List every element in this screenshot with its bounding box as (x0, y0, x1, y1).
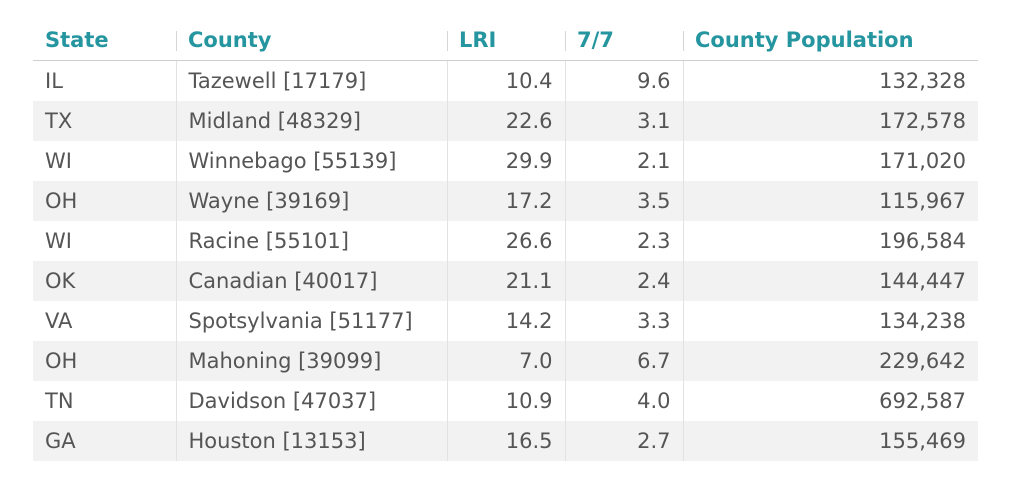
column-header: 7/7 (565, 20, 683, 61)
table-cell: 29.9 (446, 141, 565, 181)
table-cell: 3.3 (564, 301, 683, 341)
table-cell: 2.7 (564, 421, 683, 461)
table-cell: 10.9 (446, 381, 565, 421)
table-row: IL Tazewell [17179] 10.4 9.6 132,328 (33, 60, 978, 101)
table-cell: 17.2 (446, 181, 565, 221)
table-cell: 2.4 (564, 261, 683, 301)
column-header: State (33, 20, 176, 61)
table-cell: 229,642 (682, 341, 978, 381)
table-cell: Davidson [47037] (175, 381, 447, 421)
table-cell: Tazewell [17179] (175, 60, 447, 101)
table-cell: Racine [55101] (175, 221, 447, 261)
table-cell: Canadian [40017] (175, 261, 447, 301)
table-cell: Mahoning [39099] (175, 341, 447, 381)
table-cell: 22.6 (446, 101, 565, 141)
table-cell: 9.6 (564, 60, 683, 101)
table-cell: Midland [48329] (175, 101, 447, 141)
table-cell: 4.0 (564, 381, 683, 421)
table-cell: TX (33, 101, 176, 141)
table-row: OH Mahoning [39099] 7.0 6.7 229,642 (33, 341, 978, 381)
table-cell: Wayne [39169] (175, 181, 447, 221)
table-row: WI Winnebago [55139] 29.9 2.1 171,020 (33, 141, 978, 181)
table-cell: WI (45, 149, 72, 173)
table-cell: Houston [13153] (175, 421, 447, 461)
table-cell: 132,328 (682, 60, 978, 101)
table-cell: 3.1 (564, 101, 683, 141)
table-cell: OH (33, 181, 176, 221)
table-cell: OH (33, 341, 176, 381)
table-cell: Winnebago [55139] (175, 141, 447, 181)
table-cell: 26.6 (446, 221, 565, 261)
column-header: County Population (683, 20, 978, 61)
table-cell: 2.1 (564, 141, 683, 181)
column-header: County (176, 20, 447, 61)
table-cell: IL (45, 69, 63, 93)
table-cell: 10.4 (446, 60, 565, 101)
table-cell: 172,578 (682, 101, 978, 141)
table-cell: 115,967 (682, 181, 978, 221)
table-cell: VA (45, 309, 73, 333)
table-cell: GA (33, 421, 176, 461)
table-row: VA Spotsylvania [51177] 14.2 3.3 134,238 (33, 301, 978, 341)
table-row: OK Canadian [40017] 21.1 2.4 144,447 (33, 261, 978, 301)
table-cell: 692,587 (682, 381, 978, 421)
data-table: State County LRI 7/7 County Population IL Taz… (33, 20, 978, 461)
table-row: TN Davidson [47037] 10.9 4.0 692,587 (33, 381, 978, 421)
table-cell: 171,020 (682, 141, 978, 181)
table-cell: 196,584 (682, 221, 978, 261)
table-cell: 3.5 (564, 181, 683, 221)
table-body: IL Tazewell [17179] 10.4 9.6 132,328 TX Midlan… (33, 60, 978, 461)
table-cell: 144,447 (682, 261, 978, 301)
table-cell: WI (45, 229, 72, 253)
table-row: TX Midland [48329] 22.6 3.1 172,578 (33, 101, 978, 141)
table-cell: 134,238 (682, 301, 978, 341)
table-cell: 2.3 (564, 221, 683, 261)
table-cell: OK (33, 261, 176, 301)
table-row: WI Racine [55101] 26.6 2.3 196,584 (33, 221, 978, 261)
table-cell: 155,469 (682, 421, 978, 461)
table-cell: 7.0 (446, 341, 565, 381)
table-row: GA Houston [13153] 16.5 2.7 155,469 (33, 421, 978, 461)
table-cell: TN (45, 389, 74, 413)
table-cell: 6.7 (564, 341, 683, 381)
table-row: OH Wayne [39169] 17.2 3.5 115,967 (33, 181, 978, 221)
table-cell: 21.1 (446, 261, 565, 301)
table-cell: Spotsylvania [51177] (175, 301, 447, 341)
header-row: State County LRI 7/7 County Population (33, 20, 978, 61)
table-cell: 16.5 (446, 421, 565, 461)
column-header: LRI (447, 20, 565, 61)
table-cell: 14.2 (446, 301, 565, 341)
